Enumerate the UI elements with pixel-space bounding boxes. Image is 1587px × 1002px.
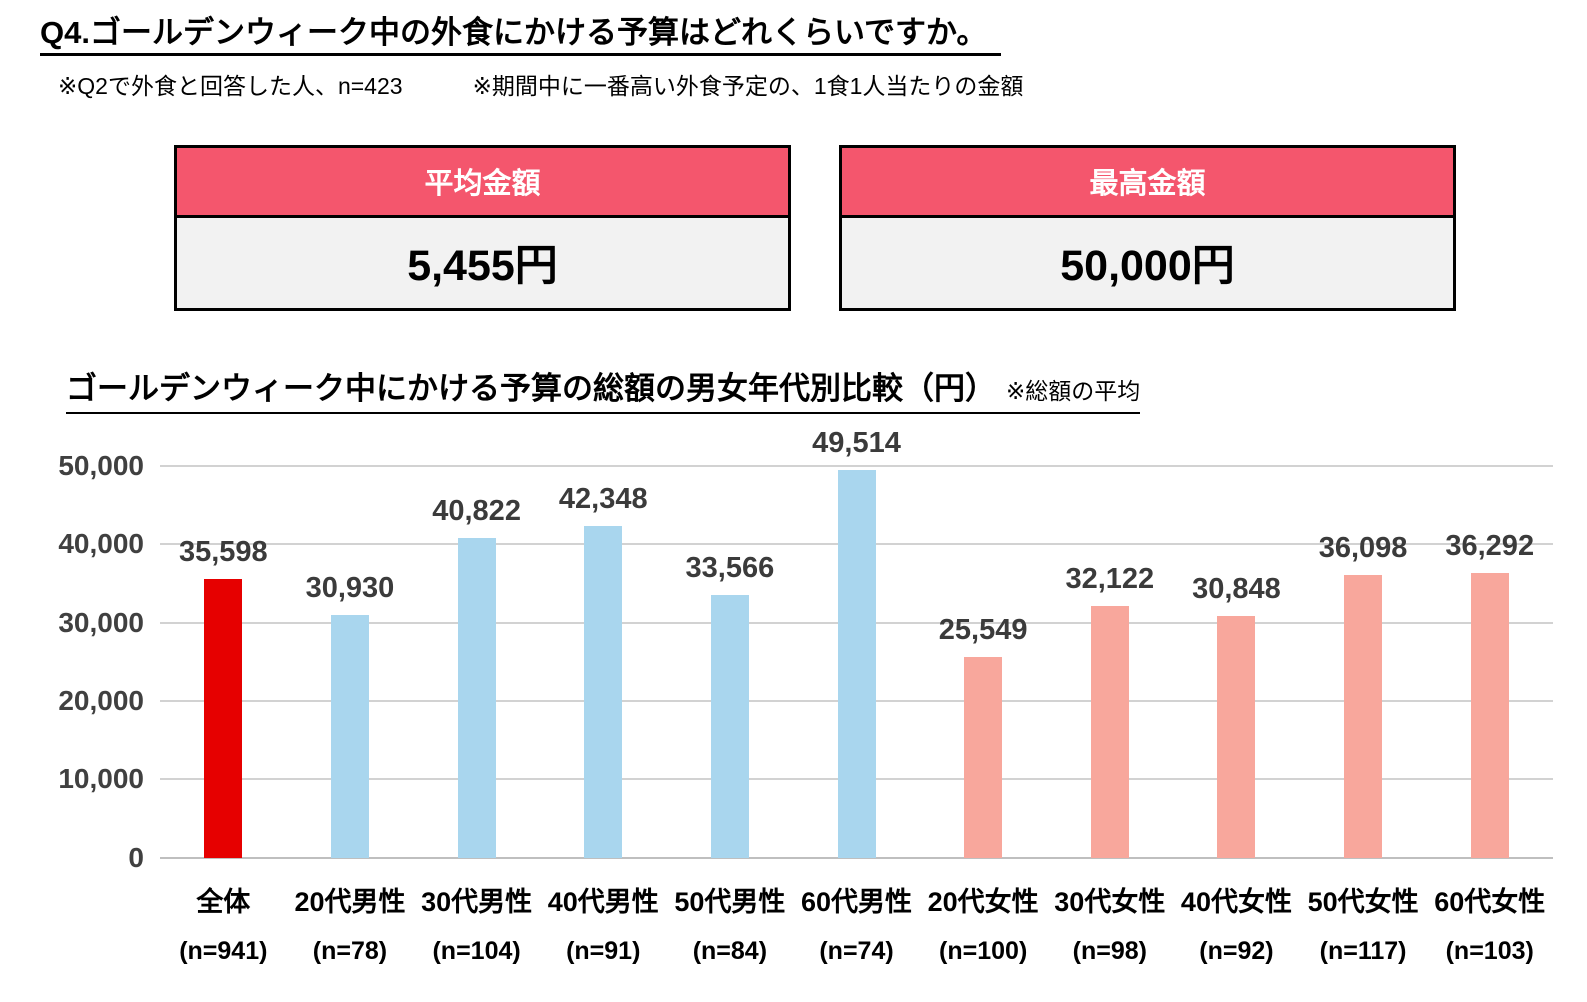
bar-value-label: 30,930: [305, 572, 395, 605]
bar-column: 36,292: [1426, 466, 1553, 858]
gridline: [160, 464, 1553, 467]
bar: [330, 615, 369, 858]
bar-column: 30,930: [287, 466, 414, 858]
x-category: 50代男性 (n=84): [667, 880, 794, 966]
bar: [1217, 615, 1256, 858]
bar-column: 33,566: [667, 466, 794, 858]
bar-value-label: 42,348: [558, 482, 648, 515]
chart-area: 0 10,000 20,000 30,000 40,000 50,000 35,598 30…: [40, 427, 1553, 873]
average-amount-label: 平均金額: [177, 147, 788, 218]
x-category: 40代女性 (n=92): [1173, 880, 1300, 966]
bar-value-label: 30,848: [1192, 572, 1281, 605]
plot-area: 35,598 30,930 40,822 42,348 33,566 49,514 25,5…: [160, 427, 1553, 859]
bar-column: 42,348: [540, 466, 667, 858]
x-category: 60代女性 (n=103): [1426, 880, 1553, 966]
notes-row: ※Q2で外食と回答した人、n=423 ※期間中に一番高い外食予定の、1食1人当た…: [58, 67, 1553, 101]
x-category: 60代男性 (n=74): [793, 880, 920, 966]
x-category: 30代女性 (n=98): [1046, 880, 1173, 966]
bar-value-label: 49,514: [812, 426, 901, 459]
y-tick-label: 50,000: [58, 449, 144, 481]
average-amount-value: 5,455円: [407, 241, 558, 290]
bar: [964, 657, 1003, 858]
x-category: 40代男性 (n=91): [540, 880, 667, 966]
x-category-sample-size: (n=78): [312, 936, 388, 965]
bar-value-label: 25,549: [938, 614, 1028, 647]
bar-column: 35,598: [160, 466, 287, 858]
bar: [837, 469, 876, 858]
note-definition: ※期間中に一番高い外食予定の、1食1人当たりの金額: [472, 72, 1024, 99]
bar-value-label: 36,292: [1445, 530, 1535, 563]
x-category-sample-size: (n=91): [566, 936, 641, 965]
report-page: Q4.ゴールデンウィーク中の外食にかける予算はどれくらいですか。 ※Q2で外食と…: [40, 14, 1553, 966]
bar: [204, 578, 243, 858]
bar-value-label: 40,822: [432, 494, 521, 527]
x-category: 20代女性 (n=100): [920, 880, 1047, 966]
chart-title-note: ※総額の平均: [1006, 377, 1141, 404]
bar-value-label: 33,566: [685, 551, 775, 584]
x-category-name: 60代女性: [1434, 886, 1546, 917]
page-title-text: Q4.ゴールデンウィーク中の外食にかける予算はどれくらいですか。: [40, 15, 1002, 56]
bar: [457, 537, 496, 858]
bar-chart: 0 10,000 20,000 30,000 40,000 50,000 35,598 30…: [40, 427, 1553, 966]
bar: [584, 525, 623, 858]
chart-title-underline: ゴールデンウィーク中にかける予算の総額の男女年代別比較（円） ※総額の平均: [66, 363, 1141, 414]
x-category-sample-size: (n=98): [1072, 936, 1147, 965]
bar-value-label: 36,098: [1318, 531, 1408, 564]
x-category-sample-size: (n=117): [1319, 936, 1407, 965]
bar-column: 40,822: [413, 466, 540, 858]
bar: [710, 594, 749, 858]
x-category-name: 30代男性: [421, 886, 533, 917]
y-axis: 0 10,000 20,000 30,000 40,000 50,000: [40, 450, 160, 873]
bar-value-label: 35,598: [178, 535, 268, 568]
bar-column: 25,549: [920, 466, 1047, 858]
y-tick-label: 40,000: [58, 528, 144, 560]
bars-row: 35,598 30,930 40,822 42,348 33,566 49,514 25,5…: [160, 427, 1553, 858]
max-amount-label: 最高金額: [842, 147, 1453, 218]
note-sample: ※Q2で外食と回答した人、n=423: [58, 72, 403, 99]
bar: [1090, 605, 1129, 858]
x-category-name: 20代男性: [294, 886, 406, 917]
x-axis-labels: 全体 (n=941) 20代男性 (n=78) 30代男性 (n=104) 40代男性 (n=…: [160, 880, 1553, 966]
y-tick-label: 30,000: [58, 606, 144, 638]
bar-column: 49,514: [793, 427, 920, 858]
x-category-name: 60代男性: [801, 886, 913, 917]
x-category-sample-size: (n=74): [819, 936, 894, 965]
x-category-name: 40代女性: [1180, 886, 1292, 917]
x-category-sample-size: (n=100): [939, 936, 1028, 965]
bar-column: 32,122: [1046, 466, 1173, 858]
page-title: Q4.ゴールデンウィーク中の外食にかける予算はどれくらいですか。: [40, 14, 1553, 56]
y-tick-label: 0: [128, 841, 144, 873]
y-tick-label: 10,000: [58, 763, 144, 795]
x-category: 全体 (n=941): [160, 880, 287, 966]
x-category-name: 30代女性: [1054, 886, 1166, 917]
x-category-sample-size: (n=84): [692, 936, 768, 965]
max-amount-value: 50,000円: [1060, 241, 1235, 290]
x-category-name: 全体: [196, 886, 251, 917]
x-category-name: 50代女性: [1307, 886, 1419, 917]
bar-column: 30,848: [1173, 466, 1300, 858]
x-category-name: 20代女性: [927, 886, 1039, 917]
bar: [1470, 573, 1509, 858]
x-category-name: 40代男性: [547, 886, 659, 917]
x-category-sample-size: (n=941): [179, 936, 268, 965]
bar: [1344, 574, 1383, 858]
bar-value-label: 32,122: [1065, 562, 1155, 595]
x-category: 20代男性 (n=78): [287, 880, 414, 966]
x-category-sample-size: (n=104): [432, 936, 521, 965]
x-category-sample-size: (n=92): [1199, 936, 1274, 965]
x-category-name: 50代男性: [674, 886, 786, 917]
x-category-sample-size: (n=103): [1445, 936, 1534, 965]
y-tick-label: 20,000: [58, 684, 144, 716]
chart-title: ゴールデンウィーク中にかける予算の総額の男女年代別比較（円） ※総額の平均: [66, 363, 1553, 414]
average-amount-card: 平均金額 5,455円: [174, 144, 791, 311]
max-amount-card: 最高金額 50,000円: [839, 144, 1456, 311]
summary-boxes: 平均金額 5,455円 最高金額 50,000円: [174, 144, 1553, 311]
chart-title-text: ゴールデンウィーク中にかける予算の総額の男女年代別比較（円）: [66, 370, 996, 406]
bar-column: 36,098: [1300, 466, 1427, 858]
x-axis-line: [160, 856, 1553, 859]
x-category: 50代女性 (n=117): [1300, 880, 1427, 966]
x-category: 30代男性 (n=104): [413, 880, 540, 966]
